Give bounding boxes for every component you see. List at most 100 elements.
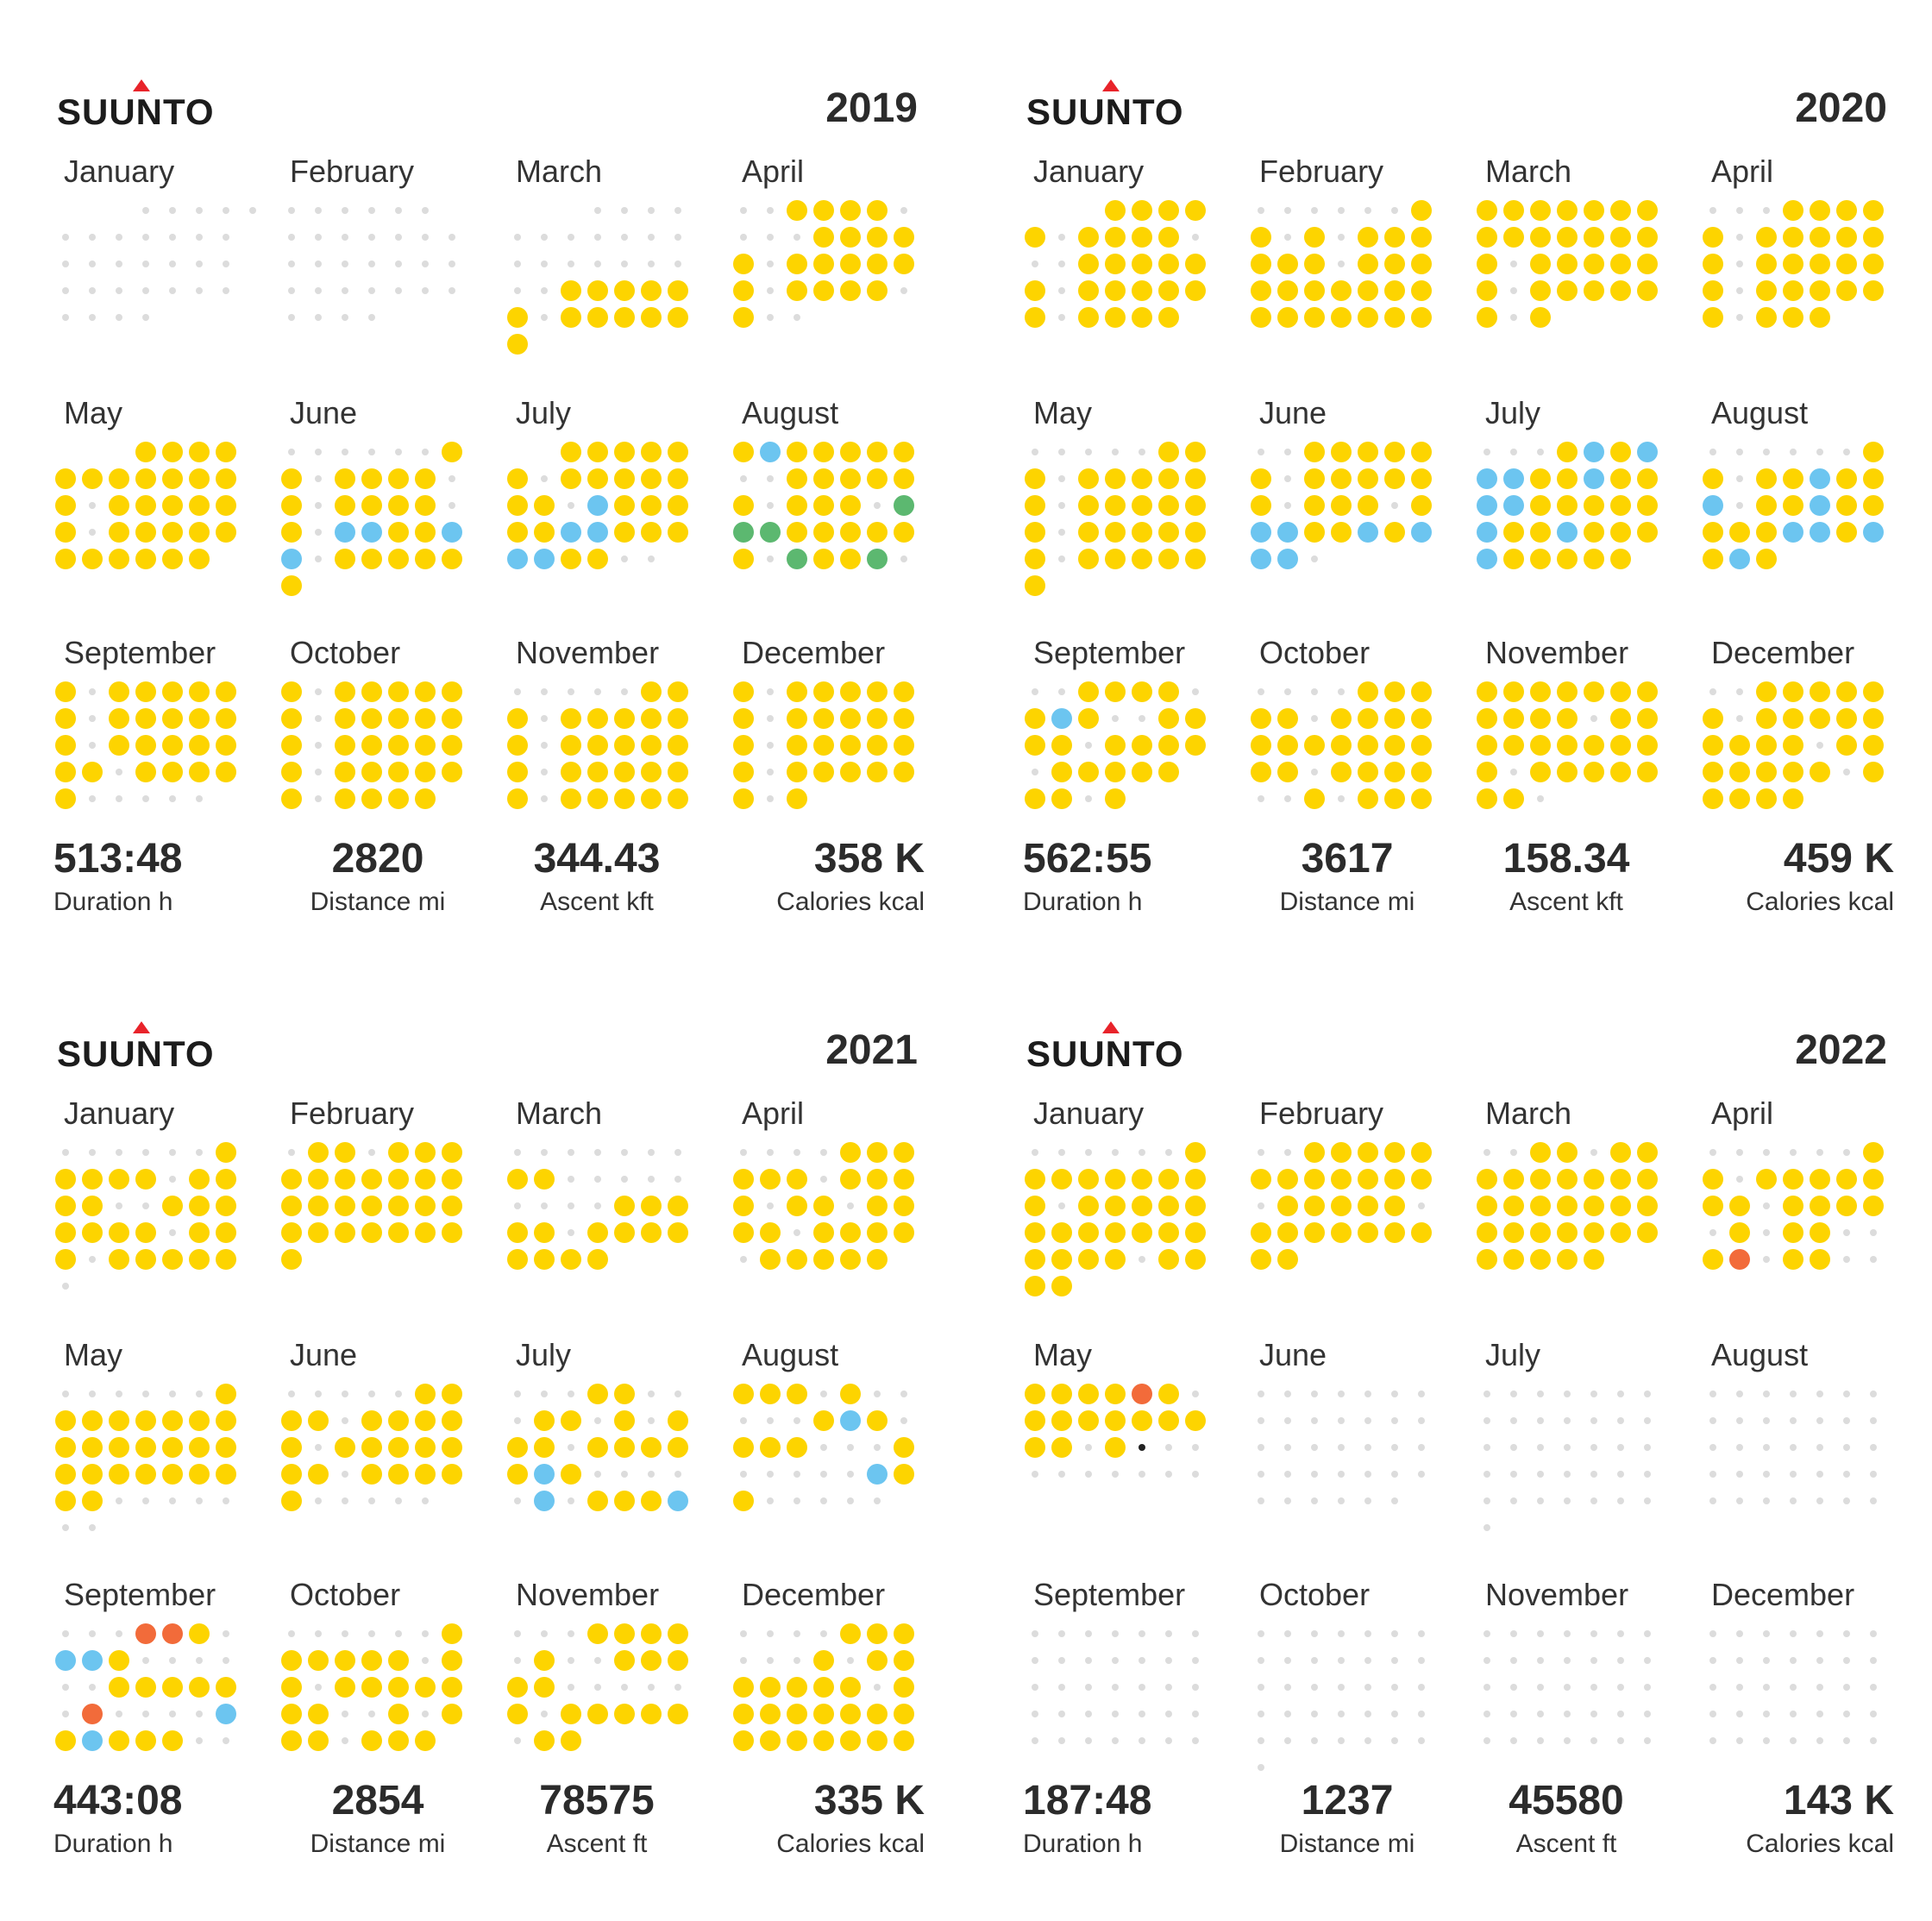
activity-dot [1530, 1249, 1551, 1270]
rest-day-dot [794, 1417, 800, 1424]
rest-day-dot [1258, 449, 1264, 455]
rest-day-dot [142, 287, 149, 294]
activity-dot [1810, 254, 1830, 274]
activity-dot-multi [867, 1464, 888, 1485]
rest-day-dot [514, 1391, 521, 1397]
rest-day-dot [1258, 1202, 1264, 1209]
activity-dot-multi [1783, 522, 1803, 543]
activity-dot [813, 1410, 834, 1431]
activity-dot [1557, 681, 1578, 702]
activity-dot [1557, 227, 1578, 248]
month-calendar: January [53, 1095, 260, 1328]
rest-day-dot [1311, 769, 1318, 775]
month-calendar: August [731, 1337, 938, 1570]
activity-dot [668, 788, 688, 809]
activity-dot [308, 1650, 329, 1671]
activity-dot [587, 1491, 608, 1511]
activity-dot [1331, 1142, 1352, 1163]
month-name: May [64, 395, 123, 430]
activity-dot [1185, 1249, 1206, 1270]
rest-day-dot [169, 1391, 176, 1397]
activity-dot [281, 575, 302, 596]
month-name: October [290, 1577, 401, 1612]
activity-dot-green [867, 549, 888, 569]
activity-dot [1863, 468, 1884, 489]
rest-day-dot [1736, 1444, 1743, 1451]
activity-dot [614, 1623, 635, 1644]
rest-day-dot [1736, 314, 1743, 321]
activity-dot [1411, 708, 1432, 729]
activity-dot [1610, 227, 1631, 248]
activity-dot-multi [1477, 522, 1497, 543]
activity-dot [561, 1704, 581, 1724]
activity-dot [668, 681, 688, 702]
activity-dot [55, 549, 76, 569]
activity-dot [1251, 307, 1271, 328]
rest-day-dot [674, 1391, 681, 1397]
rest-day-dot [342, 1417, 348, 1424]
activity-dot [561, 1730, 581, 1751]
rest-day-dot [1138, 449, 1145, 455]
activity-dot [216, 1169, 236, 1190]
activity-dot [840, 1730, 861, 1751]
activity-dot [1557, 1222, 1578, 1243]
activity-dot [1411, 307, 1432, 328]
activity-dot [561, 708, 581, 729]
rest-day-dot [1032, 1630, 1038, 1637]
activity-dot [1078, 708, 1099, 729]
activity-dot [109, 549, 129, 569]
activity-dot-multi [1810, 468, 1830, 489]
activity-dot [1132, 522, 1152, 543]
activity-dot [216, 1249, 236, 1270]
rest-day-dot [448, 261, 455, 267]
activity-dot [641, 681, 662, 702]
activity-dot [361, 681, 382, 702]
rest-day-dot [767, 769, 774, 775]
activity-dot [1384, 468, 1405, 489]
activity-dot [1025, 307, 1045, 328]
activity-dot [641, 495, 662, 516]
rest-day-dot [1564, 1630, 1571, 1637]
activity-dot [813, 227, 834, 248]
rest-day-dot [169, 261, 176, 267]
rest-day-dot [594, 688, 601, 695]
activity-dot-grid [281, 1142, 462, 1270]
activity-dot [1783, 254, 1803, 274]
activity-dot [733, 1437, 754, 1458]
activity-dot [415, 522, 436, 543]
month-name: December [742, 635, 886, 670]
activity-dot [335, 681, 355, 702]
activity-dot [388, 1464, 409, 1485]
rest-day-dot [1843, 769, 1850, 775]
rest-day-dot [1311, 1711, 1318, 1717]
rest-day-dot [1736, 1149, 1743, 1156]
rest-day-dot [1364, 1684, 1371, 1691]
rest-day-dot [1391, 1471, 1398, 1478]
rest-day-dot [541, 1391, 548, 1397]
rest-day-dot [315, 715, 322, 722]
activity-dot [415, 762, 436, 782]
activity-dot [507, 1464, 528, 1485]
rest-day-dot [1032, 1149, 1038, 1156]
activity-dot [1530, 254, 1551, 274]
rest-day-dot [794, 234, 800, 241]
rest-day-dot [1537, 1711, 1544, 1717]
rest-day-dot [89, 529, 96, 536]
activity-dot [1557, 1196, 1578, 1216]
activity-dot [1358, 227, 1378, 248]
activity-dot [1384, 227, 1405, 248]
rest-day-dot [116, 1202, 122, 1209]
activity-dot [335, 708, 355, 729]
activity-dot [1025, 549, 1045, 569]
activity-dot [1503, 1249, 1524, 1270]
activity-dot [894, 1142, 914, 1163]
rest-day-dot [1258, 1417, 1264, 1424]
activity-dot-grid [1025, 442, 1206, 596]
rest-day-dot [514, 1149, 521, 1156]
activity-dot [415, 1437, 436, 1458]
rest-day-dot [1364, 1417, 1371, 1424]
activity-dot [1304, 1222, 1325, 1243]
rest-day-dot [223, 287, 229, 294]
activity-dot [82, 1491, 103, 1511]
activity-dot [1158, 1222, 1179, 1243]
